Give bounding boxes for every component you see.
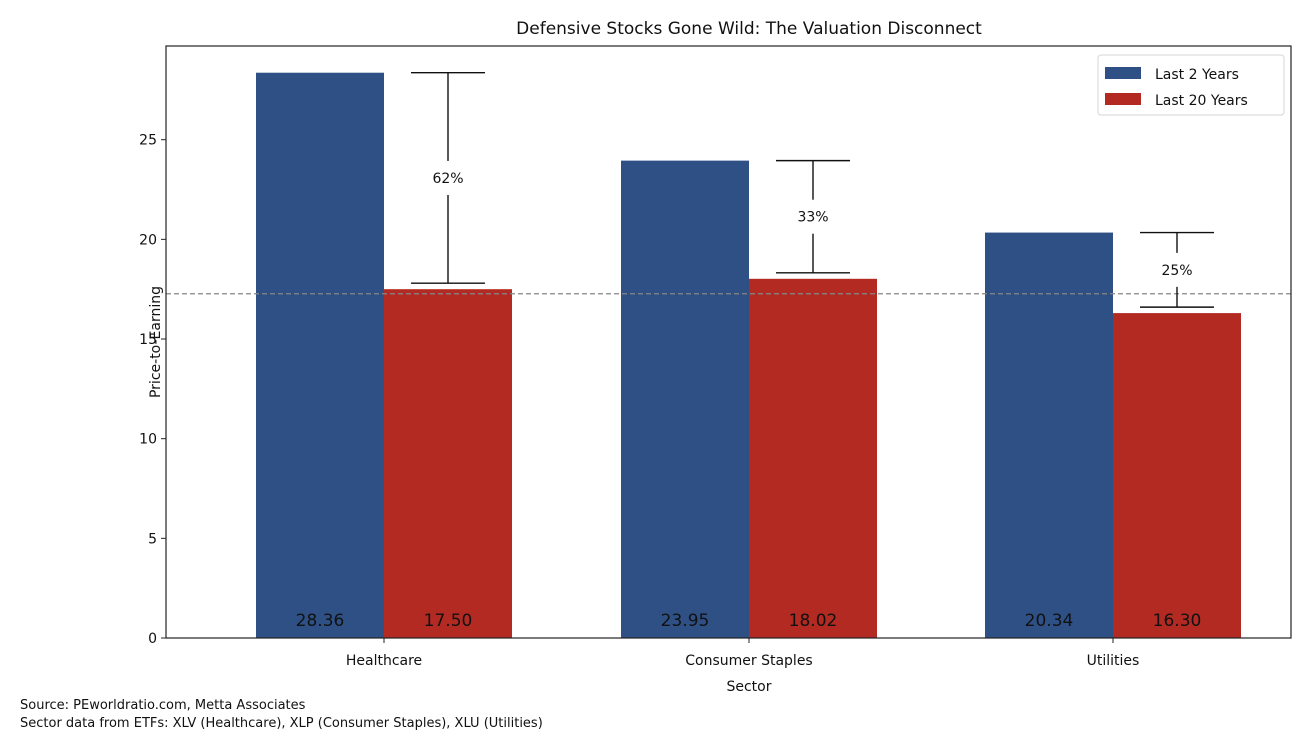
- bar-value-label: 28.36: [296, 611, 345, 631]
- legend-label: Last 2 Years: [1155, 67, 1239, 83]
- y-tick-label: 0: [148, 631, 157, 647]
- y-tick-label: 25: [139, 133, 157, 149]
- bar-value-label: 18.02: [789, 611, 838, 631]
- plot-area: 28.36 23.95 20.34 17.50 18.02 16.30 62% 33% 25% 0…: [139, 45, 1292, 669]
- bar-value-label: 20.34: [1025, 611, 1074, 631]
- bar-value-label: 23.95: [661, 611, 710, 631]
- bar-last-2-years-0: [256, 72, 384, 638]
- x-axis-label: Sector: [726, 679, 771, 695]
- bar-value-label: 16.30: [1153, 611, 1202, 631]
- bar-last-2-years-1: [621, 160, 749, 638]
- legend-label: Last 20 Years: [1155, 93, 1248, 109]
- bar-last-2-years-2: [985, 232, 1113, 638]
- y-axis-label: Price-to-Earning: [148, 286, 164, 398]
- bar-last-20-years-0: [384, 289, 512, 638]
- plot-frame: [165, 45, 1292, 639]
- bar-value-label: 17.50: [424, 611, 473, 631]
- bar-last-20-years-2: [1113, 313, 1241, 638]
- premium-percent-label: 25%: [1161, 263, 1192, 279]
- y-tick-label: 10: [139, 432, 157, 448]
- legend-swatch-1: [1105, 93, 1141, 105]
- x-tick-label: Utilities: [1087, 653, 1140, 669]
- x-tick-label: Healthcare: [346, 653, 422, 669]
- premium-percent-label: 62%: [432, 171, 463, 187]
- chart-title: Defensive Stocks Gone Wild: The Valuatio…: [516, 19, 982, 39]
- y-tick-label: 15: [139, 332, 157, 348]
- y-tick-label: 20: [139, 232, 157, 248]
- legend-swatch-0: [1105, 67, 1141, 79]
- premium-percent-label: 33%: [797, 210, 828, 226]
- etf-footnote: Sector data from ETFs: XLV (Healthcare),…: [20, 716, 543, 731]
- source-footnote: Source: PEworldratio.com, Metta Associat…: [20, 698, 306, 713]
- x-tick-label: Consumer Staples: [685, 653, 812, 669]
- y-tick-label: 5: [148, 531, 157, 547]
- bar-last-20-years-1: [749, 278, 877, 638]
- legend-box: [1097, 54, 1285, 116]
